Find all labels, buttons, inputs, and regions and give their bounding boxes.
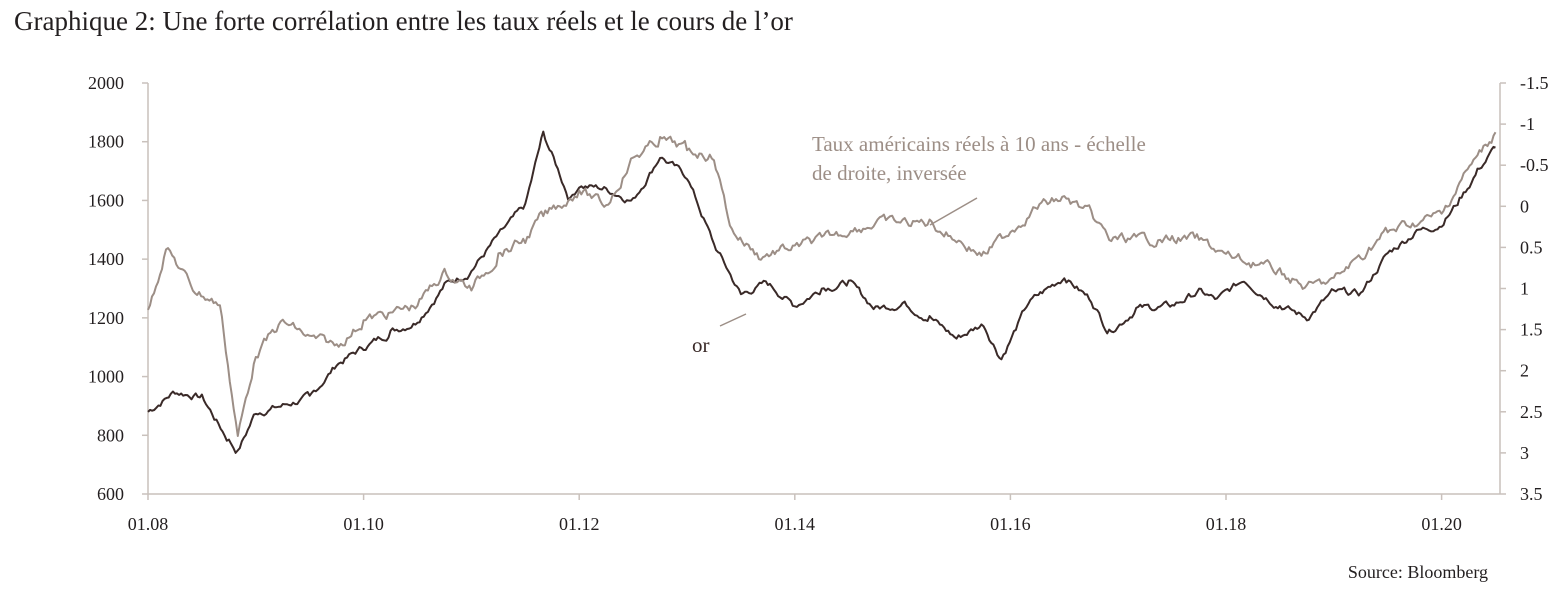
left-tick-label: 2000: [88, 73, 124, 93]
x-axis: 01.08 01.10 01.12 01.14 01.16 01.18 01.20: [128, 494, 1462, 534]
series-group: [147, 130, 1497, 454]
right-tick-label: -1.5: [1520, 73, 1549, 93]
right-tick-label: 0.5: [1520, 237, 1543, 257]
right-tick-label: 2: [1520, 361, 1529, 381]
series-line-real-rates: [147, 131, 1497, 437]
left-axis: 2000 1800 1600 1400 1200 1000 800 600: [88, 73, 148, 504]
left-tick-label: 1800: [88, 132, 124, 152]
right-tick-label: -1: [1520, 114, 1535, 134]
right-axis: -1.5 -1 -0.5 0 0.5 1 1.5 2 2.5 3 3.5: [1500, 73, 1549, 504]
left-tick-label: 1400: [88, 249, 124, 269]
left-tick-label: 1000: [88, 367, 124, 387]
left-tick-label: 1200: [88, 308, 124, 328]
series-line-gold: [147, 130, 1496, 454]
right-tick-label: 3.5: [1520, 484, 1543, 504]
left-tick-label: 1600: [88, 190, 124, 210]
right-tick-label: 1.5: [1520, 320, 1543, 340]
x-tick-label: 01.08: [128, 514, 169, 534]
right-tick-label: 0: [1520, 196, 1529, 216]
right-tick-label: 3: [1520, 443, 1529, 463]
chart-title: Graphique 2: Une forte corrélation entre…: [14, 6, 793, 36]
left-tick-label: 800: [97, 425, 124, 445]
x-tick-label: 01.16: [990, 514, 1031, 534]
gold-leader-line: [719, 313, 747, 327]
x-tick-label: 01.12: [559, 514, 600, 534]
right-tick-label: 2.5: [1520, 402, 1543, 422]
x-tick-label: 01.10: [343, 514, 384, 534]
right-tick-label: 1: [1520, 279, 1529, 299]
rates-annotation-line2: de droite, inversée: [812, 161, 967, 185]
x-tick-label: 01.14: [775, 514, 816, 534]
rates-annotation-line1: Taux américains réels à 10 ans - échelle: [812, 132, 1146, 156]
x-tick-label: 01.20: [1421, 514, 1462, 534]
x-tick-label: 01.18: [1206, 514, 1247, 534]
rates-leader-line: [929, 197, 978, 226]
gold-annotation: or: [692, 333, 710, 357]
source-note: Source: Bloomberg: [1347, 562, 1488, 582]
left-tick-label: 600: [97, 484, 124, 504]
annotations: Taux américains réels à 10 ans - échelle…: [692, 132, 1146, 357]
right-tick-label: -0.5: [1520, 155, 1549, 175]
